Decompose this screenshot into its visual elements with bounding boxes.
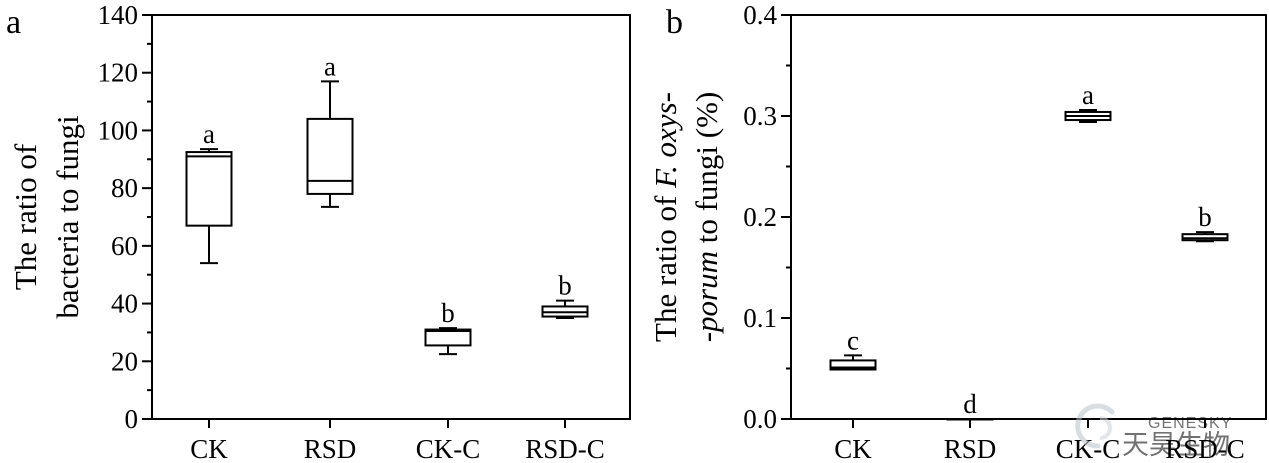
x-tick-label-a-1: RSD bbox=[304, 434, 357, 463]
x-tick-label-a-0: CK bbox=[190, 434, 228, 463]
y-tick-label-a-4: 80 bbox=[111, 173, 138, 203]
significance-letter: a bbox=[203, 119, 215, 149]
box-body bbox=[829, 359, 877, 371]
significance-letter: d bbox=[963, 389, 977, 419]
watermark-chinese: 天昊生物 bbox=[1122, 430, 1230, 460]
y-axis-title-a-line1: The ratio of bbox=[8, 143, 43, 290]
panel-b: b 0.0 0.1 0.2 0.3 0.4 CK RSD CK-C RSD-C c d a b Th… bbox=[648, 0, 1267, 463]
watermark: GENESKY 天昊生物 bbox=[1075, 403, 1232, 460]
y-tick-label-a-7: 140 bbox=[98, 0, 139, 30]
panel-label-a: a bbox=[6, 4, 21, 41]
y-tick-label-a-6: 120 bbox=[98, 58, 139, 88]
significance-letter: b bbox=[1198, 202, 1212, 232]
y-tick-label-a-3: 60 bbox=[111, 231, 138, 261]
significance-letter: a bbox=[1082, 80, 1094, 110]
x-tick-label-a-2: CK-C bbox=[416, 434, 481, 463]
y-tick-label-a-5: 100 bbox=[98, 115, 139, 145]
box-body bbox=[306, 117, 354, 195]
boxes-a: a a b b bbox=[185, 51, 589, 356]
y-tick-label-b-4: 0.4 bbox=[743, 0, 777, 30]
x-tick-label-b-1: RSD bbox=[944, 434, 997, 463]
x-tick-label-b-3: RSD-C bbox=[1165, 434, 1245, 463]
y-axis-title-a-line2: bacteria to fungi bbox=[50, 115, 85, 319]
plot-frame-b bbox=[790, 14, 1267, 420]
panel-label-b: b bbox=[666, 4, 683, 41]
box-a-ck-c: b bbox=[424, 298, 472, 356]
y-title-b-italic1: F. oxys- bbox=[648, 92, 683, 189]
box-body bbox=[1181, 233, 1229, 242]
significance-letter: a bbox=[324, 51, 336, 81]
box-b-rsd: d bbox=[946, 389, 994, 421]
y-axis-b: 0.0 0.1 0.2 0.3 0.4 bbox=[743, 0, 791, 434]
box-body bbox=[185, 151, 233, 227]
x-axis-b: CK RSD CK-C RSD-C bbox=[834, 419, 1245, 463]
box-b-rsd-c: b bbox=[1181, 202, 1229, 243]
box-b-ck: c bbox=[829, 325, 877, 371]
significance-letter: b bbox=[558, 271, 572, 301]
box-b-ck-c: a bbox=[1064, 80, 1112, 124]
y-tick-label-b-2: 0.2 bbox=[743, 202, 777, 232]
y-axis-a: 0 20 40 60 80 100 120 140 bbox=[98, 0, 152, 434]
significance-letter: c bbox=[847, 325, 859, 355]
y-tick-label-a-0: 0 bbox=[125, 404, 139, 434]
x-tick-label-b-0: CK bbox=[834, 434, 872, 463]
x-tick-label-b-2: CK-C bbox=[1056, 434, 1121, 463]
box-a-rsd: a bbox=[306, 51, 354, 208]
y-tick-label-b-0: 0.0 bbox=[743, 404, 777, 434]
significance-letter: b bbox=[441, 298, 455, 328]
panel-a: a 0 20 40 60 80 100 120 140 CK RSD CK-C RSD-C a a b b… bbox=[6, 0, 631, 463]
x-tick-label-a-3: RSD-C bbox=[525, 434, 605, 463]
box-a-ck: a bbox=[185, 119, 233, 265]
y-tick-label-a-2: 40 bbox=[111, 289, 138, 319]
box-a-rsd-c: b bbox=[541, 271, 589, 319]
y-tick-label-b-1: 0.1 bbox=[743, 303, 777, 333]
box-body bbox=[424, 328, 472, 347]
y-tick-label-b-3: 0.3 bbox=[743, 101, 777, 131]
y-tick-label-a-1: 20 bbox=[111, 346, 138, 376]
y-title-b-italic2: -porum bbox=[689, 251, 724, 342]
x-axis-a: CK RSD CK-C RSD-C bbox=[190, 419, 605, 463]
y-axis-title-b-line2: -porum to fungi (%) bbox=[689, 92, 724, 343]
y-title-b-post: to fungi (%) bbox=[689, 92, 724, 251]
y-axis-title-b-line1: The ratio of F. oxys- bbox=[648, 92, 683, 342]
boxes-b: c d a b bbox=[829, 80, 1229, 421]
watermark-latin: GENESKY bbox=[1148, 415, 1232, 432]
watermark-logo-icon bbox=[1075, 403, 1115, 449]
y-title-b-pre: The ratio of bbox=[648, 188, 683, 342]
